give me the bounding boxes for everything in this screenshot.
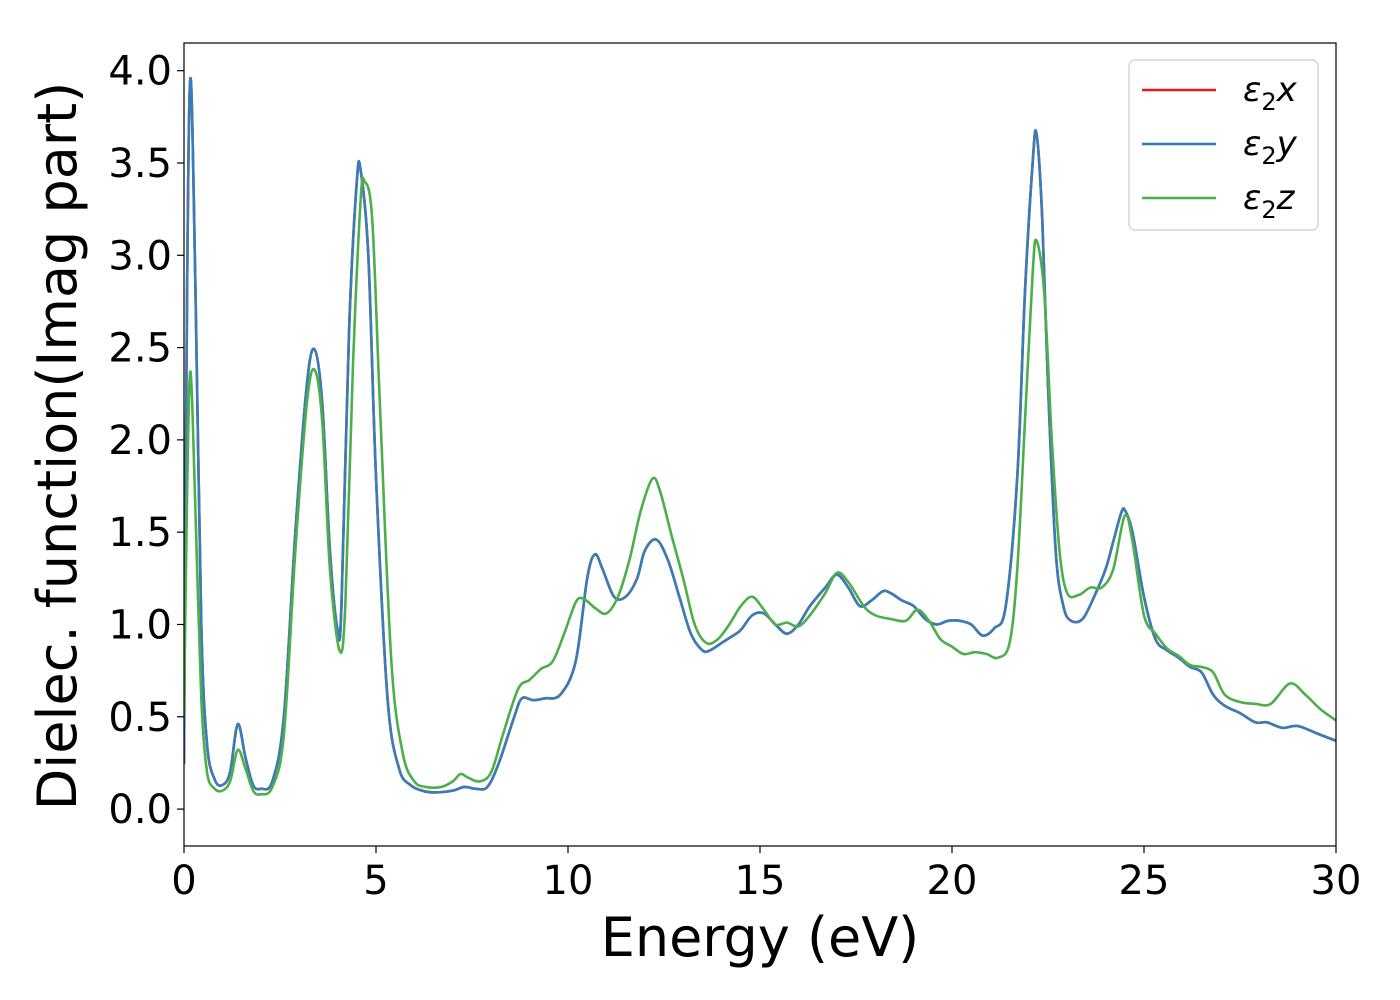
legend-box xyxy=(1128,59,1319,231)
legend-component: x xyxy=(1276,70,1298,110)
legend-subscript: 2 xyxy=(1261,142,1276,170)
y-tick-label: 2.0 xyxy=(108,418,172,464)
x-axis-title: Energy (eV) xyxy=(601,906,920,969)
x-tick-label: 0 xyxy=(171,858,196,904)
y-tick-label: 1.0 xyxy=(108,602,172,648)
legend-label-x: ε2x xyxy=(1243,70,1298,116)
legend-component: y xyxy=(1276,124,1298,164)
x-tick-label: 10 xyxy=(543,858,594,904)
y-axis: 0.0 0.5 1.0 1.5 2.0 2.5 3.0 3.5 4.0 xyxy=(108,49,184,833)
legend-label-z: ε2z xyxy=(1243,178,1296,224)
legend-component: z xyxy=(1276,178,1296,218)
y-tick-label: 0.0 xyxy=(108,787,172,833)
legend-subscript: 2 xyxy=(1261,196,1276,224)
legend-label-y: ε2y xyxy=(1243,124,1298,170)
legend-symbol: ε xyxy=(1243,124,1261,164)
y-axis-title: Dielec. function(Imag part) xyxy=(26,82,89,811)
x-tick-label: 5 xyxy=(363,858,388,904)
legend-subscript: 2 xyxy=(1261,88,1276,116)
x-tick-label: 25 xyxy=(1119,858,1170,904)
x-tick-label: 20 xyxy=(927,858,978,904)
y-tick-label: 1.5 xyxy=(108,510,172,556)
x-axis: 0 5 10 15 20 25 30 xyxy=(171,846,1361,904)
series-line-y xyxy=(184,76,1336,794)
x-tick-label: 15 xyxy=(735,858,786,904)
series-line-z xyxy=(184,176,1336,796)
y-tick-label: 2.5 xyxy=(108,326,172,372)
y-tick-label: 0.5 xyxy=(108,695,172,741)
y-tick-label: 3.5 xyxy=(108,141,172,187)
legend-symbol: ε xyxy=(1243,178,1261,218)
y-tick-label: 4.0 xyxy=(108,49,172,95)
y-tick-label: 3.0 xyxy=(108,233,172,279)
x-tick-label: 30 xyxy=(1311,858,1362,904)
series-layer xyxy=(184,76,1336,796)
legend-symbol: ε xyxy=(1243,70,1261,110)
